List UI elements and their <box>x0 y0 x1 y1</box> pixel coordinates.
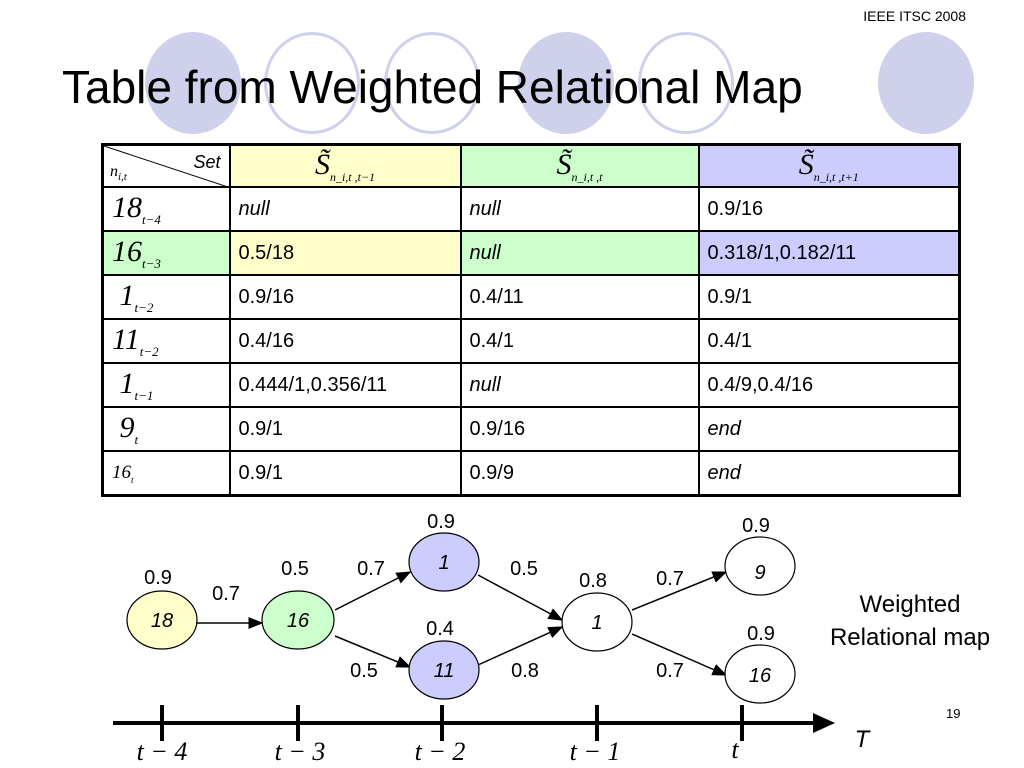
node-weight: 0.8 <box>579 570 607 592</box>
table-header-row: ni,t Set S̃n_i,t ,t−1 S̃n_i,t ,t S̃n_i,t… <box>101 143 961 188</box>
edge-1-16 <box>631 633 728 676</box>
edge-weight: 0.5 <box>510 558 538 580</box>
node-1-center: 1 <box>561 592 633 652</box>
node-weight: 0.5 <box>281 558 309 580</box>
edge-11-1 <box>477 626 564 666</box>
edge-weight: 0.8 <box>511 660 539 682</box>
edge-1-9 <box>631 571 728 611</box>
node-weight: 0.9 <box>747 623 775 645</box>
time-axis-arrowhead <box>813 713 835 733</box>
edge-1-1 <box>477 574 564 621</box>
row-node-label: 16t <box>101 450 231 497</box>
table-cell: end <box>697 406 961 452</box>
table-cell: null <box>459 230 700 276</box>
decor-circle <box>518 32 614 134</box>
table-cell: 0.9/16 <box>228 274 462 320</box>
table-row: 11t−2 0.4/16 0.4/1 0.4/1 <box>101 318 961 364</box>
node-label: 1 <box>438 552 449 574</box>
node-label: 16 <box>287 610 310 632</box>
node-9: 9 <box>724 536 796 596</box>
edge-16-11 <box>334 635 412 668</box>
time-label: t − 2 <box>415 737 466 766</box>
node-weight: 0.9 <box>144 567 172 589</box>
table-row: 9t 0.9/1 0.9/16 end <box>101 406 961 452</box>
decor-circle <box>145 32 241 134</box>
time-axis-label: T <box>855 726 872 753</box>
corner-col-label: Set <box>193 152 221 172</box>
table-cell: null <box>228 186 462 232</box>
node-18: 18 <box>126 590 198 650</box>
node-label: 18 <box>151 610 173 632</box>
time-label: t − 1 <box>570 737 621 766</box>
time-label: t − 3 <box>275 737 326 766</box>
edge-weight: 0.7 <box>212 583 240 605</box>
conference-label: IEEE ITSC 2008 <box>863 8 966 24</box>
node-label: 11 <box>434 660 455 682</box>
edge-16-1 <box>334 571 412 611</box>
table-cell: 0.4/1 <box>459 318 700 364</box>
table-row: 16t−3 0.5/18 null 0.318/1,0.182/11 <box>101 230 961 276</box>
node-label: 9 <box>754 562 765 584</box>
table-corner-cell: ni,t Set <box>101 143 231 188</box>
node-weight: 0.4 <box>426 618 454 640</box>
time-label: t − 4 <box>137 737 188 766</box>
decor-ring <box>264 32 360 134</box>
decor-ring <box>638 32 734 134</box>
table-cell: 0.9/1 <box>697 274 961 320</box>
decor-ring <box>384 32 480 134</box>
node-weight: 0.9 <box>427 511 455 533</box>
corner-diagonal <box>104 146 231 188</box>
node-11: 11 <box>408 640 480 700</box>
table-row: 1t−2 0.9/16 0.4/11 0.9/1 <box>101 274 961 320</box>
weighted-relational-table: ni,t Set S̃n_i,t ,t−1 S̃n_i,t ,t S̃n_i,t… <box>101 143 961 497</box>
map-caption-line: Weighted <box>859 591 961 618</box>
column-header-next: S̃n_i,t ,t+1 <box>697 143 961 188</box>
node-label: 1 <box>591 612 602 634</box>
row-node-label: 18t−4 <box>101 186 231 232</box>
node-weight: 0.9 <box>742 515 770 537</box>
table-cell: 0.9/16 <box>697 186 961 232</box>
node-label: 16 <box>749 665 772 687</box>
page-number: 19 <box>946 706 961 721</box>
row-node-label: 16t−3 <box>101 230 231 276</box>
table-cell: 0.9/9 <box>459 450 700 497</box>
table-cell: 0.318/1,0.182/11 <box>697 230 961 276</box>
node-16-end: 16 <box>724 644 796 704</box>
table-cell: end <box>697 450 961 497</box>
map-caption: Weighted Relational map <box>810 588 1010 654</box>
column-header-prev: S̃n_i,t ,t−1 <box>228 143 462 188</box>
table-cell: 0.4/16 <box>228 318 462 364</box>
node-16: 16 <box>261 590 335 650</box>
table-row: 1t−1 0.444/1,0.356/11 null 0.4/9,0.4/16 <box>101 362 961 408</box>
edge-weight: 0.7 <box>656 660 684 682</box>
table-row: 16t 0.9/1 0.9/9 end <box>101 450 961 497</box>
table-cell: 0.444/1,0.356/11 <box>228 362 462 408</box>
edge-weight: 0.7 <box>357 558 385 580</box>
map-caption-line: Relational map <box>829 624 991 651</box>
row-node-label: 1t−2 <box>101 274 231 320</box>
edge-weight: 0.7 <box>656 568 684 590</box>
table-cell: 0.5/18 <box>228 230 462 276</box>
table-cell: 0.4/9,0.4/16 <box>697 362 961 408</box>
table-cell: 0.9/1 <box>228 450 462 497</box>
table-cell: 0.9/16 <box>459 406 700 452</box>
table-cell: null <box>459 362 700 408</box>
table-cell: 0.9/1 <box>228 406 462 452</box>
table-cell: 0.4/11 <box>459 274 700 320</box>
table-row: 18t−4 null null 0.9/16 <box>101 186 961 232</box>
table-cell: null <box>459 186 700 232</box>
slide-title: Table from Weighted Relational Map <box>62 61 803 113</box>
decor-circle <box>878 32 974 134</box>
row-node-label: 9t <box>101 406 231 452</box>
column-header-current: S̃n_i,t ,t <box>459 143 700 188</box>
row-node-label: 1t−1 <box>101 362 231 408</box>
time-label: t <box>731 735 739 764</box>
edge-weight: 0.5 <box>350 660 378 682</box>
row-node-label: 11t−2 <box>101 318 231 364</box>
table-cell: 0.4/1 <box>697 318 961 364</box>
node-1-upper: 1 <box>408 532 480 592</box>
corner-row-label: ni,t <box>110 162 127 183</box>
